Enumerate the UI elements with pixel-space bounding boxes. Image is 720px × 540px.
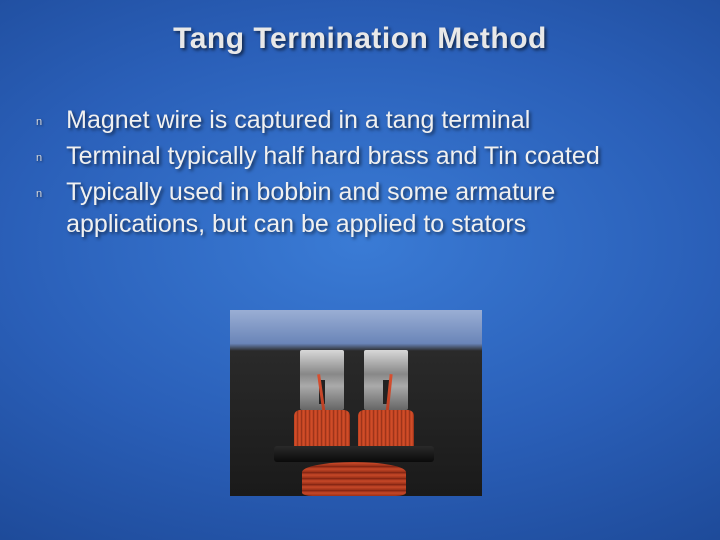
coil-icon [358, 410, 414, 450]
tang-terminal-photo [230, 310, 482, 496]
coil-icon [294, 410, 350, 450]
bullet-item: n Typically used in bobbin and some arma… [36, 176, 690, 240]
slide: Tang Termination Method n Magnet wire is… [0, 0, 720, 540]
bullet-item: n Terminal typically half hard brass and… [36, 140, 690, 172]
bullet-marker-icon: n [36, 116, 42, 128]
bullet-text: Terminal typically half hard brass and T… [66, 140, 600, 172]
slide-title: Tang Termination Method [0, 0, 720, 56]
base-coil-icon [302, 462, 406, 496]
bullet-marker-icon: n [36, 152, 42, 164]
bullet-marker-icon: n [36, 188, 42, 200]
bobbin-icon [274, 446, 434, 462]
bullet-text: Typically used in bobbin and some armatu… [66, 176, 690, 240]
bullet-list: n Magnet wire is captured in a tang term… [0, 104, 720, 240]
bullet-item: n Magnet wire is captured in a tang term… [36, 104, 690, 136]
bullet-text: Magnet wire is captured in a tang termin… [66, 104, 530, 136]
